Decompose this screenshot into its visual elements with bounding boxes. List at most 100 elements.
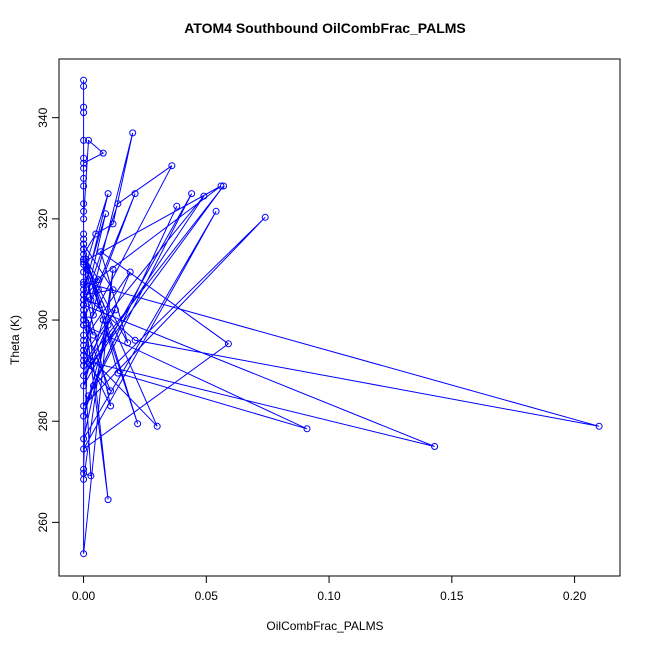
data-point: [80, 109, 88, 117]
data-point: [94, 276, 102, 284]
data-point: [99, 149, 107, 157]
data-point: [153, 422, 161, 430]
data-point: [80, 382, 88, 390]
data-point: [80, 82, 88, 90]
data-point: [89, 311, 97, 319]
data-point: [87, 472, 95, 480]
y-tick-label: 320: [36, 209, 50, 229]
data-point: [80, 286, 88, 294]
data-point: [80, 207, 88, 215]
data-point: [595, 422, 603, 430]
data-point: [87, 296, 95, 304]
data-point: [168, 162, 176, 170]
data-point: [188, 190, 196, 198]
data-point: [80, 154, 88, 162]
chart-title: ATOM4 Southbound OilCombFrac_PALMS: [184, 20, 466, 36]
data-point: [89, 331, 97, 339]
data-point: [80, 465, 88, 473]
data-point: [114, 369, 122, 377]
data-point: [80, 230, 88, 238]
data-point: [85, 136, 92, 144]
plot-frame: [58, 58, 621, 577]
data-point: [80, 475, 88, 483]
data-point: [80, 341, 88, 349]
data-point: [80, 291, 88, 299]
data-point: [80, 550, 88, 558]
data-point: [131, 336, 139, 344]
data-point: [80, 331, 88, 339]
y-axis: 260 280 300 320 340: [36, 107, 60, 532]
data-point: [80, 296, 88, 304]
data-point: [80, 372, 88, 380]
data-point: [80, 321, 88, 329]
data-point: [80, 159, 88, 167]
data-point: [80, 311, 88, 319]
data-point: [99, 316, 107, 324]
x-axis: 0.00 0.05 0.10 0.15 0.20: [72, 575, 587, 603]
data-point: [80, 336, 88, 344]
y-tick-label: 260: [36, 512, 50, 532]
data-point: [85, 392, 92, 400]
data-point: [80, 362, 88, 370]
data-point: [92, 230, 100, 238]
data-point: [80, 215, 88, 223]
data-point: [114, 200, 122, 208]
data-point: [104, 321, 112, 329]
data-point: [224, 340, 232, 348]
data-point: [80, 316, 88, 324]
data-point: [80, 301, 88, 309]
x-tick-label: 0.10: [317, 589, 341, 603]
data-point: [80, 174, 88, 182]
data-point: [112, 306, 119, 314]
x-tick-label: 0.05: [195, 589, 219, 603]
data-point: [89, 382, 97, 390]
data-point: [97, 248, 105, 256]
data-point: [80, 402, 88, 410]
data-point: [80, 136, 88, 144]
y-tick-label: 280: [36, 411, 50, 431]
data-point: [200, 192, 208, 200]
data-point: [80, 245, 88, 253]
data-point: [173, 202, 181, 210]
data-point: [82, 255, 90, 263]
data-point: [303, 425, 311, 433]
data-point: [109, 265, 117, 273]
data-point: [80, 412, 88, 420]
data-point: [104, 190, 112, 198]
data-point: [80, 240, 88, 248]
data-point: [80, 435, 88, 443]
data-point: [80, 346, 88, 354]
data-point: [97, 301, 105, 309]
y-tick-label: 340: [36, 107, 50, 127]
series-line: [82, 80, 600, 554]
x-tick-label: 0.15: [440, 589, 464, 603]
data-point: [87, 362, 95, 370]
series-group: [80, 76, 603, 558]
data-point: [80, 182, 88, 190]
data-point: [220, 182, 227, 190]
data-point: [80, 268, 88, 276]
data-point: [124, 339, 132, 347]
x-tick-label: 0.00: [72, 589, 96, 603]
data-point: [109, 220, 117, 228]
data-point: [80, 278, 88, 286]
data-point: [80, 255, 88, 263]
data-point: [126, 268, 134, 276]
data-point: [80, 235, 88, 243]
y-tick-label: 300: [36, 310, 50, 330]
data-point: [109, 286, 117, 294]
data-point: [94, 286, 102, 294]
data-point: [131, 190, 139, 198]
x-tick-label: 0.20: [563, 589, 587, 603]
data-point: [80, 357, 88, 364]
data-point: [431, 443, 439, 450]
data-point: [80, 445, 88, 453]
data-point: [134, 420, 142, 428]
data-point: [102, 210, 110, 218]
x-axis-label: OilCombFrac_PALMS: [266, 619, 384, 633]
data-point: [107, 387, 115, 395]
data-point: [217, 182, 225, 190]
data-point: [104, 496, 112, 504]
data-point: [80, 351, 88, 359]
